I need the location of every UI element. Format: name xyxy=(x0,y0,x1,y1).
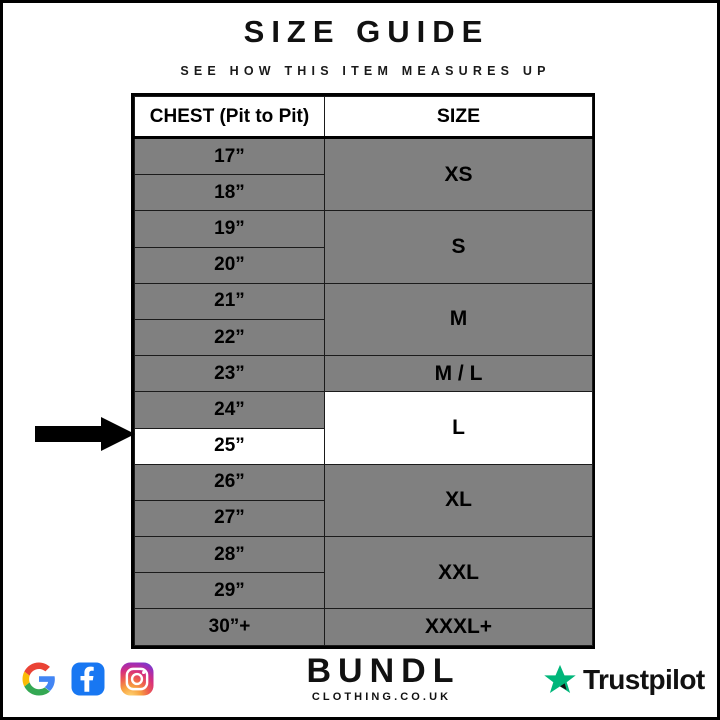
chest-cell: 19” xyxy=(134,210,325,248)
trustpilot-star-icon xyxy=(544,664,576,693)
size-cell: S xyxy=(324,210,593,284)
brand-subtitle: CLOTHING.CO.UK xyxy=(311,691,452,703)
chest-cell: 18” xyxy=(134,174,325,212)
size-cell: XS xyxy=(324,136,593,212)
footer: BUNDL CLOTHING.CO.UK Trustpilot xyxy=(3,643,720,719)
table-row[interactable]: 21” M xyxy=(134,282,593,357)
page-title: SIZE GUIDE xyxy=(243,14,490,49)
chest-cell: 30”+ xyxy=(134,608,325,646)
chest-cell: 22” xyxy=(134,318,325,357)
table-row[interactable]: 30”+ XXXL+ xyxy=(134,608,593,646)
table-row[interactable]: 20” xyxy=(134,246,593,284)
trustpilot-logo[interactable]: Trustpilot xyxy=(543,663,705,697)
column-header-chest: CHEST (Pit to Pit) xyxy=(134,96,325,139)
table-row[interactable]: 19” S xyxy=(134,210,593,284)
chest-cell: 23” xyxy=(134,355,325,393)
size-cell: M / L xyxy=(324,355,593,393)
table-row-highlighted[interactable]: 25” xyxy=(134,427,593,465)
table-row[interactable]: 17” XS xyxy=(134,136,593,212)
chest-cell: 28” xyxy=(134,536,325,574)
chest-cell: 17” xyxy=(134,136,325,176)
chest-cell: 27” xyxy=(134,499,325,538)
table-row[interactable]: 29” xyxy=(134,572,593,610)
size-cell: XL xyxy=(324,463,593,538)
size-table: CHEST (Pit to Pit) SIZE 17” XS 18” 19” S xyxy=(134,96,593,646)
size-cell: XXXL+ xyxy=(324,608,593,646)
size-cell: XXL xyxy=(324,536,593,610)
chest-cell: 26” xyxy=(134,463,325,501)
table-row-highlighted[interactable]: 24” L xyxy=(134,391,593,465)
table-header-row: CHEST (Pit to Pit) SIZE xyxy=(134,96,593,139)
size-cell: M xyxy=(324,282,593,357)
size-cell-highlighted: L xyxy=(324,391,593,465)
page-subtitle: SEE HOW THIS ITEM MEASURES UP xyxy=(180,64,551,78)
header: SIZE GUIDE SEE HOW THIS ITEM MEASURES UP xyxy=(3,15,720,79)
chest-cell-highlighted: 25” xyxy=(134,427,325,465)
table-row[interactable]: 26” XL xyxy=(134,463,593,538)
chest-cell: 24” xyxy=(134,391,325,429)
social-links xyxy=(21,661,155,697)
table-row[interactable]: 27” xyxy=(134,499,593,538)
brand-name: BUNDL xyxy=(306,652,461,690)
facebook-icon[interactable] xyxy=(70,661,106,697)
table-row[interactable]: 18” xyxy=(134,174,593,212)
right-arrow-icon xyxy=(35,417,135,451)
instagram-icon[interactable] xyxy=(119,661,155,697)
size-table-container: CHEST (Pit to Pit) SIZE 17” XS 18” 19” S xyxy=(131,93,595,649)
chest-cell: 29” xyxy=(134,572,325,610)
chest-cell: 20” xyxy=(134,246,325,284)
column-header-size: SIZE xyxy=(324,96,593,139)
table-row[interactable]: 23” M / L xyxy=(134,355,593,393)
trustpilot-wordmark: Trustpilot xyxy=(583,664,705,695)
chest-cell: 21” xyxy=(134,282,325,320)
table-row[interactable]: 28” XXL xyxy=(134,536,593,610)
google-icon[interactable] xyxy=(21,661,57,697)
brand-logo: BUNDL CLOTHING.CO.UK xyxy=(285,653,475,704)
